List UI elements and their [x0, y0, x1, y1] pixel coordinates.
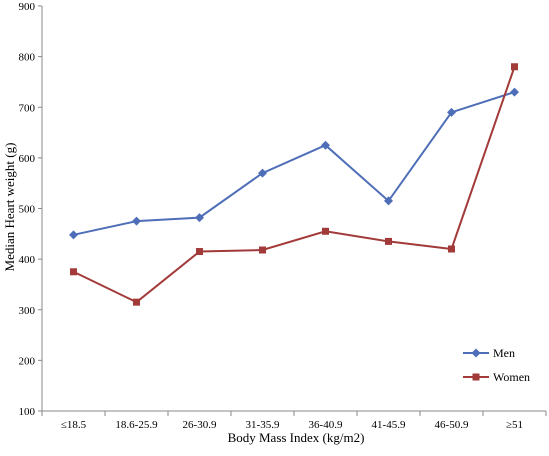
series-line-women: [73, 66, 516, 304]
data-point-men: [321, 140, 330, 150]
x-tick-label: 31-35.9: [246, 419, 280, 431]
y-tick-label: 600: [19, 153, 36, 165]
y-tick-label: 200: [19, 355, 36, 367]
y-tick-label: 800: [19, 52, 36, 64]
legend-marker-diamond: [471, 348, 481, 358]
y-tick-label: 300: [19, 305, 36, 317]
legend-item-men: Men: [463, 346, 515, 360]
data-point-women: [385, 237, 392, 245]
data-point-women: [133, 298, 140, 306]
data-point-men: [384, 196, 393, 206]
legend-label: Men: [493, 346, 515, 360]
legend-item-women: Women: [463, 370, 530, 384]
series-line-men: [73, 91, 515, 236]
y-axis-title: Median Heart weight (g): [2, 143, 17, 272]
y-tick-label: 100: [19, 406, 36, 418]
y-tick-label: 400: [19, 254, 36, 266]
y-ticks: 100 200 300 400 500 600 700 800 900: [19, 1, 42, 418]
series-men: [69, 87, 519, 240]
legend: Men Women: [463, 346, 530, 384]
axes: [41, 6, 546, 412]
data-point-women: [259, 246, 266, 254]
data-point-women: [511, 63, 518, 71]
y-tick-label: 900: [19, 1, 36, 13]
data-point-men: [447, 107, 456, 117]
data-point-men: [510, 87, 519, 97]
x-axis-title: Body Mass Index (kg/m2): [228, 430, 365, 445]
y-tick-label: 500: [19, 204, 36, 216]
x-ticks: ≤18.5 18.6-25.9 26-30.9 31-35.9 36-40.9 41-45…: [41, 411, 547, 431]
data-point-women: [196, 248, 203, 256]
legend-marker-square: [472, 373, 480, 381]
x-tick-label: ≥51: [506, 419, 523, 431]
legend-label: Women: [493, 370, 530, 384]
x-tick-label: 41-45.9: [372, 419, 406, 431]
x-tick-label: 26-30.9: [183, 419, 217, 431]
x-tick-label: 18.6-25.9: [115, 419, 158, 431]
series-women: [70, 63, 518, 306]
x-tick-label: 46-50.9: [435, 419, 469, 431]
data-point-women: [448, 245, 455, 253]
x-tick-label: 36-40.9: [309, 419, 343, 431]
data-point-women: [70, 268, 77, 276]
x-tick-label: ≤18.5: [61, 419, 87, 431]
series-layer: [69, 63, 519, 306]
data-point-men: [69, 230, 78, 240]
data-point-men: [195, 213, 204, 223]
data-point-men: [258, 168, 267, 178]
y-tick-label: 700: [19, 102, 36, 114]
data-point-men: [132, 216, 141, 226]
data-point-women: [322, 227, 329, 235]
